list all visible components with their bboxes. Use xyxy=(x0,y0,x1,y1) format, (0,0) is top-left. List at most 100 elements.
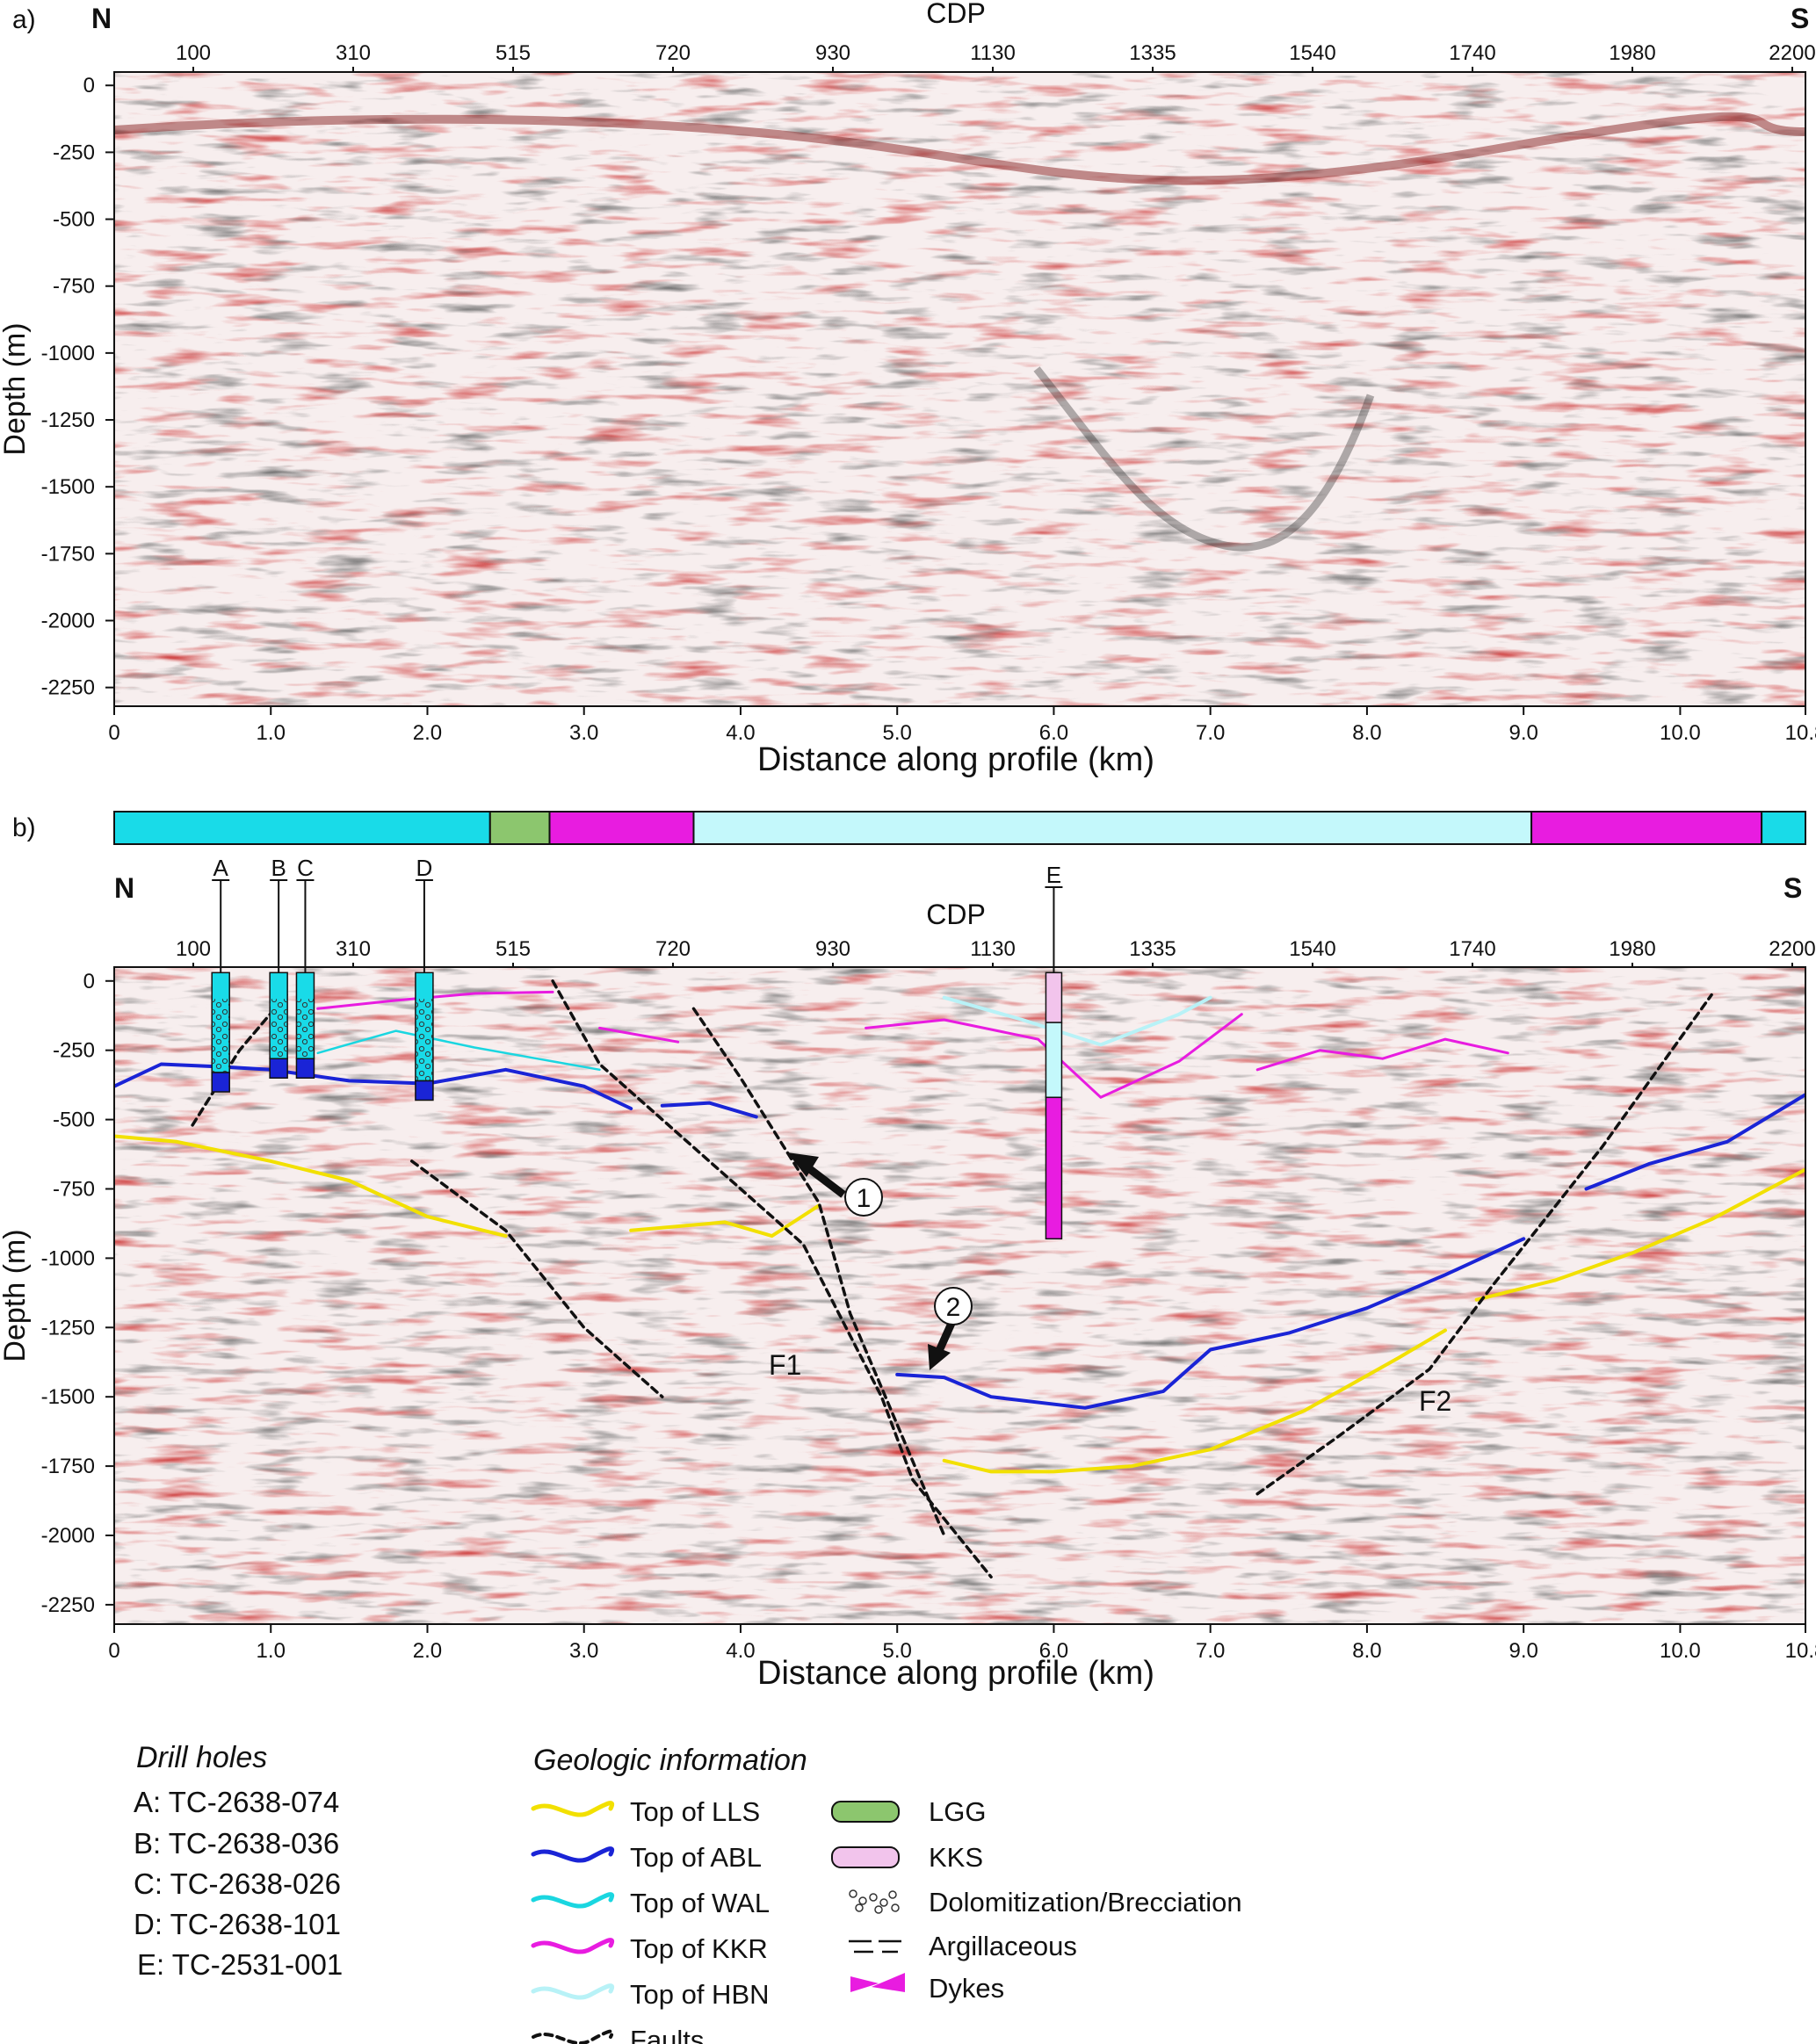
legend-line-swatch xyxy=(531,1892,615,1909)
distance-tick-label: 4.0 xyxy=(726,1639,755,1663)
series-top-of-wal-line xyxy=(316,1029,601,1072)
series-top-of-lls-line xyxy=(629,1203,821,1239)
legend-line-swatch xyxy=(531,1846,615,1863)
series-top-of-lls-line xyxy=(114,1134,508,1239)
series-top-of-kkr-line xyxy=(865,1013,1243,1099)
legend-symbol-dolomitization-label: Dolomitization/Brecciation xyxy=(929,1887,1242,1918)
cdp-tick-label: 1335 xyxy=(1129,41,1176,65)
series-faults-line xyxy=(409,1159,664,1398)
panel-a-dist-ticks: 0 1.0 2.0 3.0 4.0 5.0 6.0 7.0 8.0 9.0 10.0 10.8 xyxy=(108,706,1816,745)
series-top-of-abl-line xyxy=(1584,1093,1805,1191)
distance-tick-label: 1.0 xyxy=(257,721,286,745)
cdp-tick-label: 1540 xyxy=(1289,41,1335,65)
cdp-tick-label: 1980 xyxy=(1609,41,1655,65)
drill-hole-breccia-fill xyxy=(296,999,315,1059)
depth-tick-label: 0 xyxy=(83,74,95,98)
annotation-arrow-2: 2 xyxy=(928,1287,973,1370)
legend-line-swatch xyxy=(531,1938,615,1954)
series-top-of-hbn-line xyxy=(942,995,1212,1047)
dyke-icon xyxy=(850,1973,905,1992)
depth-tick-label: -2000 xyxy=(41,1524,95,1548)
distance-tick-label: 10.0 xyxy=(1660,721,1701,745)
distance-tick-label: 7.0 xyxy=(1196,721,1225,745)
legend-line-swatch xyxy=(531,1983,615,2000)
surface-unit-segment xyxy=(113,811,491,845)
legend-symbol-dykes: Dykes xyxy=(850,1973,1004,2004)
drill-hole-item: D: TC-2638-101 xyxy=(134,1908,341,1940)
drill-hole-abl-interval xyxy=(211,1072,230,1093)
surface-unit-segment xyxy=(1530,811,1763,845)
surface-unit-segment xyxy=(692,811,1533,845)
cdp-tick-label: 1980 xyxy=(1609,937,1655,961)
legend-line-label: Top of LLS xyxy=(630,1796,760,1827)
panel-b-xlabel: Distance along profile (km) xyxy=(757,1655,1154,1692)
depth-tick-label: -1750 xyxy=(41,542,95,566)
cdp-tick-label: 720 xyxy=(655,937,691,961)
marker-2-text: 2 xyxy=(946,1293,961,1322)
drill-hole-letter: E xyxy=(1046,862,1061,888)
legend-line-label: Top of KKR xyxy=(630,1933,768,1964)
drill-hole-abl-interval xyxy=(269,1058,288,1079)
distance-tick-label: 9.0 xyxy=(1509,1639,1537,1663)
depth-tick-label: -1750 xyxy=(41,1455,95,1478)
marker-1-circle xyxy=(844,1178,883,1217)
marker-1-text: 1 xyxy=(857,1184,872,1213)
legend-symbol-dolomitization: Dolomitization/Brecciation xyxy=(849,1887,1242,1918)
panel-a-strong-reflector-basin xyxy=(1033,366,1375,552)
drill-hole-letter: D xyxy=(416,855,433,881)
depth-tick-label: -250 xyxy=(53,141,95,164)
panel-b-cdp-ticks: 100 310 515 720 930 1130 1335 1540 1740 1980 2200 xyxy=(176,937,1816,971)
legend-line-swatch xyxy=(531,1801,615,1817)
depth-tick-label: -2000 xyxy=(41,610,95,633)
legend-box-lgg-label: LGG xyxy=(929,1796,986,1827)
series-faults-line xyxy=(1255,993,1713,1496)
drill-hole-item: C: TC-2638-026 xyxy=(134,1867,341,1900)
distance-tick-label: 5.0 xyxy=(883,721,912,745)
distance-tick-label: 10.0 xyxy=(1660,1639,1701,1663)
marker-2-circle xyxy=(934,1287,973,1325)
panel-a-frame xyxy=(113,71,1806,707)
cdp-tick-label: 1130 xyxy=(970,41,1016,65)
depth-tick-label: -500 xyxy=(53,208,95,232)
cdp-tick-label: 2200 xyxy=(1769,41,1815,65)
drill-holes-list: Drill holes A: TC-2638-074 B: TC-2638-03… xyxy=(134,1741,343,1981)
series-top-of-abl-line xyxy=(895,1237,1526,1410)
series-faults-line xyxy=(691,1007,946,1537)
legend-symbol-dykes-label: Dykes xyxy=(929,1973,1004,2004)
drill-hole-breccia-fill xyxy=(212,999,230,1073)
drill-hole-letter: C xyxy=(297,855,314,881)
drill-holes-title: Drill holes xyxy=(136,1741,267,1774)
series-faults-line xyxy=(551,979,993,1579)
panel-a-xlabel: Distance along profile (km) xyxy=(757,741,1154,778)
panel-b-cdp-title: CDP xyxy=(926,899,986,930)
series-top-of-abl-line xyxy=(114,1062,633,1110)
distance-tick-label: 3.0 xyxy=(569,1639,598,1663)
cdp-tick-label: 1130 xyxy=(970,937,1016,961)
legend-symbol-argillaceous-label: Argillaceous xyxy=(929,1931,1077,1961)
drill-hole-kkr-interval xyxy=(1045,1096,1063,1240)
drill-hole-item: A: TC-2638-074 xyxy=(134,1786,339,1818)
distance-tick-label: 10.8 xyxy=(1785,721,1816,745)
depth-tick-label: -1500 xyxy=(41,1385,95,1409)
depth-tick-label: 0 xyxy=(83,970,95,993)
drill-hole-abl-interval xyxy=(295,1058,315,1079)
surface-unit-segment xyxy=(488,811,551,845)
legend-line-label: Faults xyxy=(630,2025,704,2044)
depth-tick-label: -1500 xyxy=(41,475,95,499)
cdp-tick-label: 515 xyxy=(496,937,531,961)
drill-hole-breccia-fill xyxy=(270,999,288,1059)
panel-b: b) N S CDP 100 310 515 720 930 1130 1335 1540 17… xyxy=(0,811,1816,1692)
panel-b-ylabel: Depth (m) xyxy=(0,1229,32,1361)
fault-label-f1: F1 xyxy=(769,1349,801,1381)
legend-line-label: Top of WAL xyxy=(630,1888,770,1918)
drill-hole-breccia-fill xyxy=(415,999,433,1081)
distance-tick-label: 10.8 xyxy=(1785,1639,1816,1663)
cdp-tick-label: 2200 xyxy=(1769,937,1815,961)
depth-tick-label: -1250 xyxy=(41,1316,95,1340)
distance-tick-label: 2.0 xyxy=(413,721,442,745)
cdp-tick-label: 1740 xyxy=(1449,41,1495,65)
drill-hole-item: E: TC-2531-001 xyxy=(137,1948,343,1981)
distance-tick-label: 6.0 xyxy=(1039,721,1068,745)
depth-tick-label: -500 xyxy=(53,1109,95,1132)
